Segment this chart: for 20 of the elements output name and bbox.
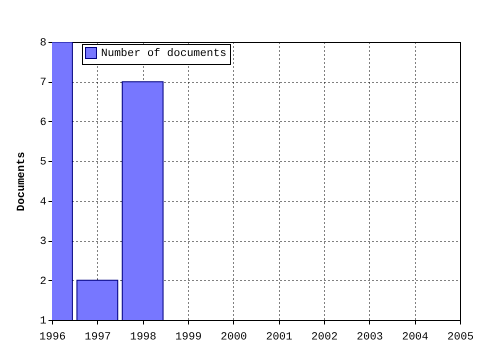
y-tick-label: 4 [40, 196, 47, 208]
x-tick-label: 2001 [266, 332, 293, 344]
x-tick-label: 2005 [447, 332, 474, 344]
x-tick-label: 2004 [402, 332, 429, 344]
x-tick-label: 1996 [39, 332, 66, 344]
y-tick-label: 2 [40, 276, 46, 288]
y-tick-label: 1 [40, 316, 47, 328]
x-tick-label: 2002 [311, 332, 338, 344]
x-tick-label: 1998 [130, 332, 156, 344]
y-axis-title: Documents [16, 152, 28, 212]
y-tick-label: 5 [40, 156, 46, 169]
x-tick-label: 1997 [84, 332, 112, 344]
y-tick-label: 7 [40, 77, 46, 90]
y-tick-label: 6 [40, 116, 46, 129]
legend-label: Number of documents [101, 48, 226, 60]
x-tick-label: 1999 [175, 332, 202, 344]
x-tick-label: 2000 [220, 332, 248, 344]
y-tick-label: 3 [40, 236, 46, 248]
x-tick-label: 2003 [356, 332, 384, 344]
y-tick-label: 8 [40, 38, 46, 50]
